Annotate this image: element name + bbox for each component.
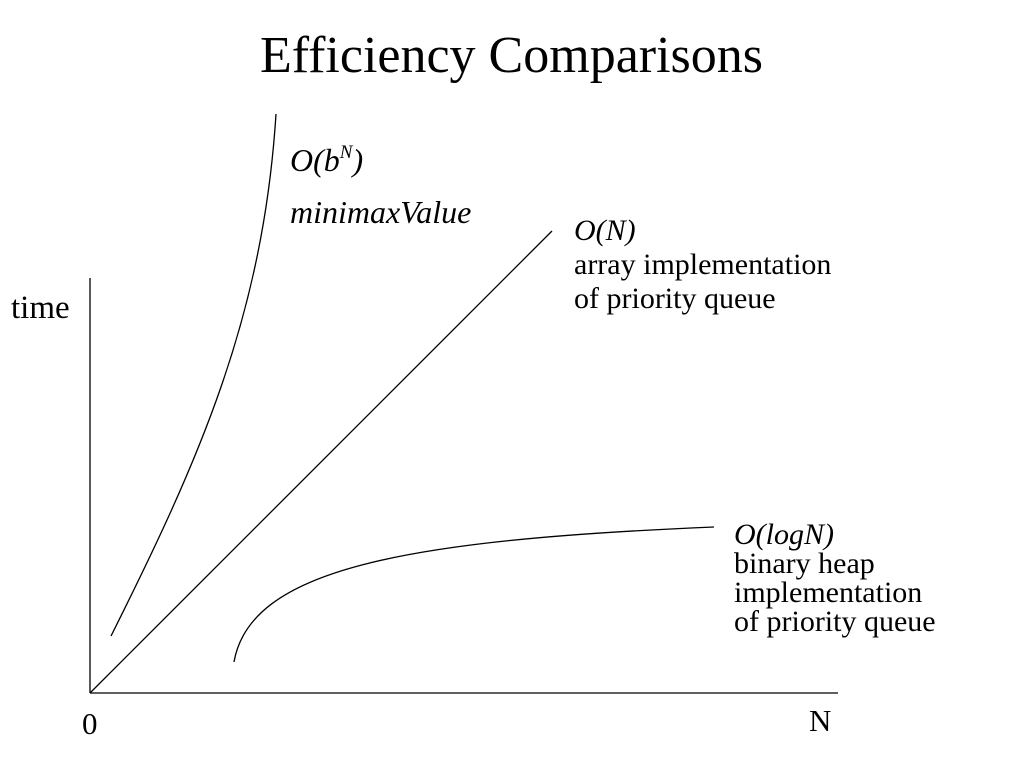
x-axis-label: N (809, 703, 832, 738)
exponential-curve (110, 113, 277, 637)
exponential-complexity: O(bN) (290, 137, 471, 189)
linear-curve-label: O(N) array implementation of priority qu… (574, 214, 831, 316)
linear-complexity: O(N) (574, 214, 636, 247)
exponential-complexity-base: O(b (290, 142, 340, 178)
linear-curve (89, 230, 553, 694)
y-axis-label: time (11, 290, 70, 326)
logarithmic-description-line2: implementation (734, 576, 923, 609)
logarithmic-curve-label: O(logN) binary heap implementation of pr… (734, 518, 936, 638)
exponential-complexity-close: ) (352, 142, 364, 178)
origin-label: 0 (82, 706, 98, 741)
slide-title: Efficiency Comparisons (259, 27, 764, 84)
exponential-description: minimaxValue (290, 194, 472, 230)
logarithmic-curve (233, 526, 715, 663)
logarithmic-complexity: O(logN) (734, 518, 834, 551)
linear-description-line1: array implementation (574, 248, 832, 281)
exponential-complexity-exponent: N (339, 142, 353, 163)
logarithmic-description-line3: of priority queue (734, 605, 936, 638)
linear-description-line2: of priority queue (574, 282, 776, 315)
logarithmic-description-line1: binary heap (734, 547, 875, 580)
exponential-curve-label: O(bN) minimaxValue (290, 137, 471, 235)
